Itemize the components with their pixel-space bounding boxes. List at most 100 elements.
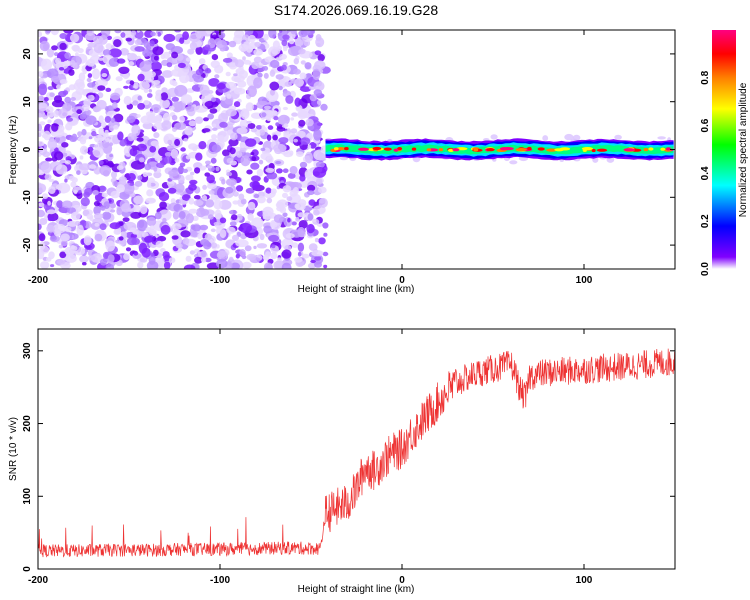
heatmap-noise-cell bbox=[316, 100, 322, 105]
colorbar-ticks: 0.0 0.2 0.4 0.6 0.8 bbox=[700, 70, 711, 276]
heatmap-noise-cell bbox=[60, 233, 70, 242]
heatmap-noise-cell bbox=[94, 222, 100, 227]
heatmap-noise-cell bbox=[93, 213, 104, 220]
heatmap-noise-cell bbox=[47, 200, 51, 206]
heatmap-noise-cell bbox=[134, 39, 142, 46]
heatmap-noise-cell bbox=[122, 73, 129, 80]
heatmap-noise-cell bbox=[108, 48, 122, 58]
heatmap-noise-cell bbox=[174, 138, 181, 147]
heatmap-noise-cell bbox=[192, 146, 198, 152]
heatmap-noise-cell bbox=[171, 51, 179, 59]
heatmap-noise-cell bbox=[229, 256, 234, 261]
heatmap-noise-cell bbox=[219, 121, 228, 128]
heatmap-noise-cell bbox=[226, 171, 233, 177]
heatmap-noise-cell bbox=[38, 71, 44, 77]
heatmap-noise-cell bbox=[246, 169, 253, 175]
heatmap-noise-cell bbox=[251, 175, 261, 182]
heatmap-noise-cell bbox=[190, 224, 196, 230]
heatmap-noise-cell bbox=[290, 78, 297, 84]
heatmap-noise-cell bbox=[250, 128, 258, 133]
colorbar-tick-label: 0.6 bbox=[700, 118, 711, 132]
heatmap-noise-cell bbox=[256, 195, 266, 204]
heatmap-noise-cell bbox=[262, 210, 273, 220]
spectrogram-ytick-label: 20 bbox=[22, 48, 33, 60]
heatmap-noise-cell bbox=[657, 136, 666, 140]
heatmap-noise-cell bbox=[39, 121, 46, 126]
heatmap-noise-cell bbox=[59, 42, 67, 51]
heatmap-noise-cell bbox=[116, 165, 124, 171]
heatmap-noise-cell bbox=[154, 156, 163, 162]
heatmap-noise-cell bbox=[174, 158, 180, 163]
heatmap-noise-cell bbox=[184, 127, 193, 136]
heatmap-noise-cell bbox=[317, 54, 325, 62]
heatmap-noise-cell bbox=[125, 37, 132, 42]
heatmap-noise-cell bbox=[203, 117, 209, 122]
heatmap-noise-cell bbox=[144, 30, 154, 38]
heatmap-noise-cell bbox=[290, 30, 297, 35]
heatmap-noise-cell bbox=[226, 52, 233, 58]
heatmap-noise-cell bbox=[323, 232, 328, 237]
heatmap-noise-cell bbox=[490, 134, 498, 140]
spectrogram-xtick-label: 0 bbox=[399, 275, 405, 286]
heatmap-noise-cell bbox=[254, 41, 261, 48]
heatmap-noise-cell bbox=[281, 249, 292, 259]
heatmap-noise-cell bbox=[110, 190, 120, 199]
heatmap-noise-cell bbox=[251, 156, 257, 161]
heatmap-noise-cell bbox=[146, 216, 157, 227]
heatmap-noise-cell bbox=[105, 240, 116, 252]
heatmap-noise-cell bbox=[270, 100, 280, 107]
heatmap-noise-cell bbox=[89, 215, 94, 222]
heatmap-noise-cell bbox=[271, 110, 278, 116]
heatmap-noise-cell bbox=[282, 168, 289, 173]
heatmap-noise-cell bbox=[225, 71, 231, 77]
heatmap-noise-cell bbox=[247, 85, 257, 98]
heatmap-noise-cell bbox=[77, 136, 87, 142]
heatmap-noise-cell bbox=[108, 125, 115, 132]
heatmap-noise-cell bbox=[76, 170, 81, 176]
heatmap-noise-cell bbox=[291, 221, 297, 226]
heatmap-noise-cell bbox=[181, 94, 193, 104]
heatmap-noise-cell bbox=[161, 120, 172, 130]
heatmap-noise-cell bbox=[171, 96, 179, 102]
heatmap-noise-cell bbox=[564, 133, 574, 141]
heatmap-noise-cell bbox=[229, 221, 237, 227]
heatmap-noise-cell bbox=[278, 114, 290, 126]
heatmap-noise-cell bbox=[208, 190, 215, 195]
heatmap-noise-cell bbox=[298, 119, 306, 127]
heatmap-noise-cell bbox=[93, 35, 104, 45]
heatmap-noise-cell bbox=[125, 247, 132, 252]
heatmap-noise-cell bbox=[116, 207, 123, 216]
heatmap-noise-cell bbox=[56, 84, 61, 90]
heatmap-noise-cell bbox=[64, 226, 72, 232]
heatmap-noise-cell bbox=[213, 221, 220, 226]
heatmap-noise-cell bbox=[56, 259, 66, 265]
heatmap-signal-peak bbox=[473, 148, 479, 152]
heatmap-noise-cell bbox=[71, 211, 81, 221]
heatmap-noise-cell bbox=[104, 129, 109, 135]
heatmap-noise-cell bbox=[305, 118, 314, 127]
heatmap-noise-cell bbox=[210, 228, 216, 233]
heatmap-noise-cell bbox=[138, 242, 148, 254]
heatmap-noise-cell bbox=[101, 192, 108, 198]
heatmap-noise-cell bbox=[170, 198, 176, 204]
heatmap-noise-cell bbox=[58, 67, 65, 71]
heatmap-noise-cell bbox=[269, 81, 280, 91]
heatmap-noise-cell bbox=[509, 160, 518, 165]
heatmap-noise-cell bbox=[134, 30, 144, 39]
heatmap-noise-cell bbox=[152, 80, 161, 85]
heatmap-signal-peak bbox=[334, 147, 339, 151]
heatmap-noise-cell bbox=[68, 84, 76, 91]
heatmap-noise-cell bbox=[277, 45, 282, 52]
heatmap-noise-cell bbox=[60, 240, 68, 247]
heatmap-noise-cell bbox=[51, 75, 60, 83]
heatmap-noise-cell bbox=[137, 73, 145, 82]
heatmap-noise-cell bbox=[312, 166, 327, 178]
heatmap-noise-cell bbox=[201, 250, 207, 258]
heatmap-noise-cell bbox=[256, 243, 268, 249]
heatmap-noise-cell bbox=[185, 255, 192, 262]
heatmap-noise-cell bbox=[137, 261, 144, 269]
heatmap-noise-cell bbox=[199, 165, 207, 171]
heatmap-noise-cell bbox=[130, 211, 142, 219]
heatmap-noise-cell bbox=[281, 39, 288, 47]
